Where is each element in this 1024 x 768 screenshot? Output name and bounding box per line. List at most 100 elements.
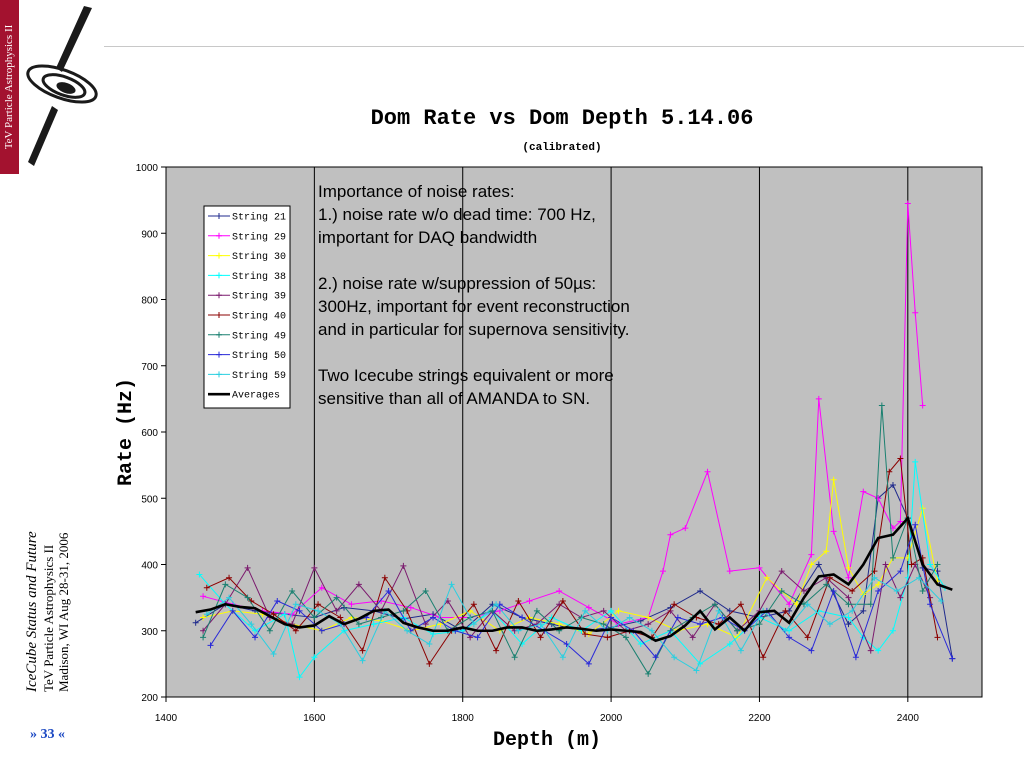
data-point [763, 574, 770, 581]
data-point [904, 200, 911, 207]
data-point [196, 571, 203, 578]
data-point [292, 627, 299, 634]
y-tick-label-300: 300 [141, 627, 158, 638]
data-point [934, 634, 941, 641]
y-tick-label-700: 700 [141, 362, 158, 373]
data-point [533, 607, 540, 614]
data-point [645, 614, 652, 621]
y-axis-label: Rate (Hz) [115, 378, 138, 486]
series-layer [192, 200, 956, 681]
data-point [333, 607, 340, 614]
series-string-29 [200, 200, 926, 628]
data-point [296, 607, 303, 614]
data-point [318, 627, 325, 634]
data-point [200, 593, 207, 600]
data-point [704, 468, 711, 475]
data-point [845, 564, 852, 571]
series-line [202, 405, 938, 675]
data-point [845, 621, 852, 628]
data-point [697, 621, 704, 628]
data-point [493, 601, 500, 608]
data-point [315, 601, 322, 608]
data-point [200, 614, 207, 621]
data-point [604, 634, 611, 641]
data-point [608, 607, 615, 614]
data-point [359, 647, 366, 654]
legend-marker [216, 351, 222, 358]
data-point [878, 402, 885, 409]
x-tick-label-1600: 1600 [303, 713, 326, 724]
data-point [782, 627, 789, 634]
legend-entry: String 30 [232, 251, 286, 263]
page-number: » 33 « [30, 727, 65, 742]
plot-area [165, 166, 983, 698]
legend-entry: String 21 [232, 212, 286, 224]
chart-subtitle: (calibrated) [522, 142, 601, 154]
data-point [615, 607, 622, 614]
legend-entry: String 39 [232, 291, 286, 303]
legend-marker [216, 252, 222, 259]
data-point [867, 647, 874, 654]
data-point [537, 634, 544, 641]
data-point [311, 654, 318, 661]
series-line [206, 457, 938, 665]
chart-title: Dom Rate vs Dom Depth 5.14.06 [371, 106, 754, 131]
data-point [270, 650, 277, 657]
data-point [693, 667, 700, 674]
data-point [289, 588, 296, 594]
data-point [407, 604, 414, 611]
series-line [195, 515, 953, 643]
data-point [515, 627, 522, 634]
data-point [348, 601, 355, 608]
legend-entry: String 50 [232, 350, 286, 362]
data-point [830, 588, 837, 594]
annotation-paragraph-1: Importance of noise rates: 1.) noise rat… [318, 182, 596, 247]
data-point [270, 611, 277, 618]
data-point [756, 621, 763, 628]
data-point [207, 642, 214, 649]
legend-entry: Averages [232, 391, 280, 402]
data-point [493, 647, 500, 654]
data-point [800, 588, 807, 594]
data-point [760, 654, 767, 661]
data-point [912, 458, 919, 465]
data-point [470, 621, 477, 628]
data-point [645, 621, 652, 628]
data-point [355, 621, 362, 628]
data-point [737, 647, 744, 654]
data-point [726, 641, 733, 647]
series-string-40 [203, 455, 941, 667]
data-point [315, 607, 322, 614]
data-point [511, 654, 518, 661]
legend-marker [216, 292, 222, 299]
data-point [426, 660, 433, 667]
data-point [786, 634, 793, 641]
data-point [689, 634, 696, 641]
data-point [897, 455, 904, 462]
data-point [949, 655, 956, 662]
data-point [849, 588, 856, 594]
data-point [652, 654, 659, 661]
data-point [823, 581, 830, 588]
data-point [786, 601, 793, 608]
legend-marker [216, 213, 222, 219]
data-point [203, 584, 210, 591]
footer-title: IceCube Status and Future [24, 531, 40, 692]
data-point [915, 574, 922, 581]
data-point [200, 634, 207, 641]
data-point [893, 588, 900, 594]
data-point [815, 561, 822, 568]
data-point [715, 607, 722, 614]
legend-entry: String 59 [232, 370, 286, 382]
data-point [671, 654, 678, 661]
data-point [938, 597, 945, 604]
data-point [826, 621, 833, 628]
y-tick-label-200: 200 [141, 693, 158, 704]
y-tick-label-1000: 1000 [136, 163, 159, 174]
data-point [226, 594, 233, 601]
data-point [622, 634, 629, 641]
data-point [244, 594, 251, 601]
data-point [778, 588, 785, 594]
legend-marker [216, 331, 222, 338]
data-point [934, 561, 941, 568]
